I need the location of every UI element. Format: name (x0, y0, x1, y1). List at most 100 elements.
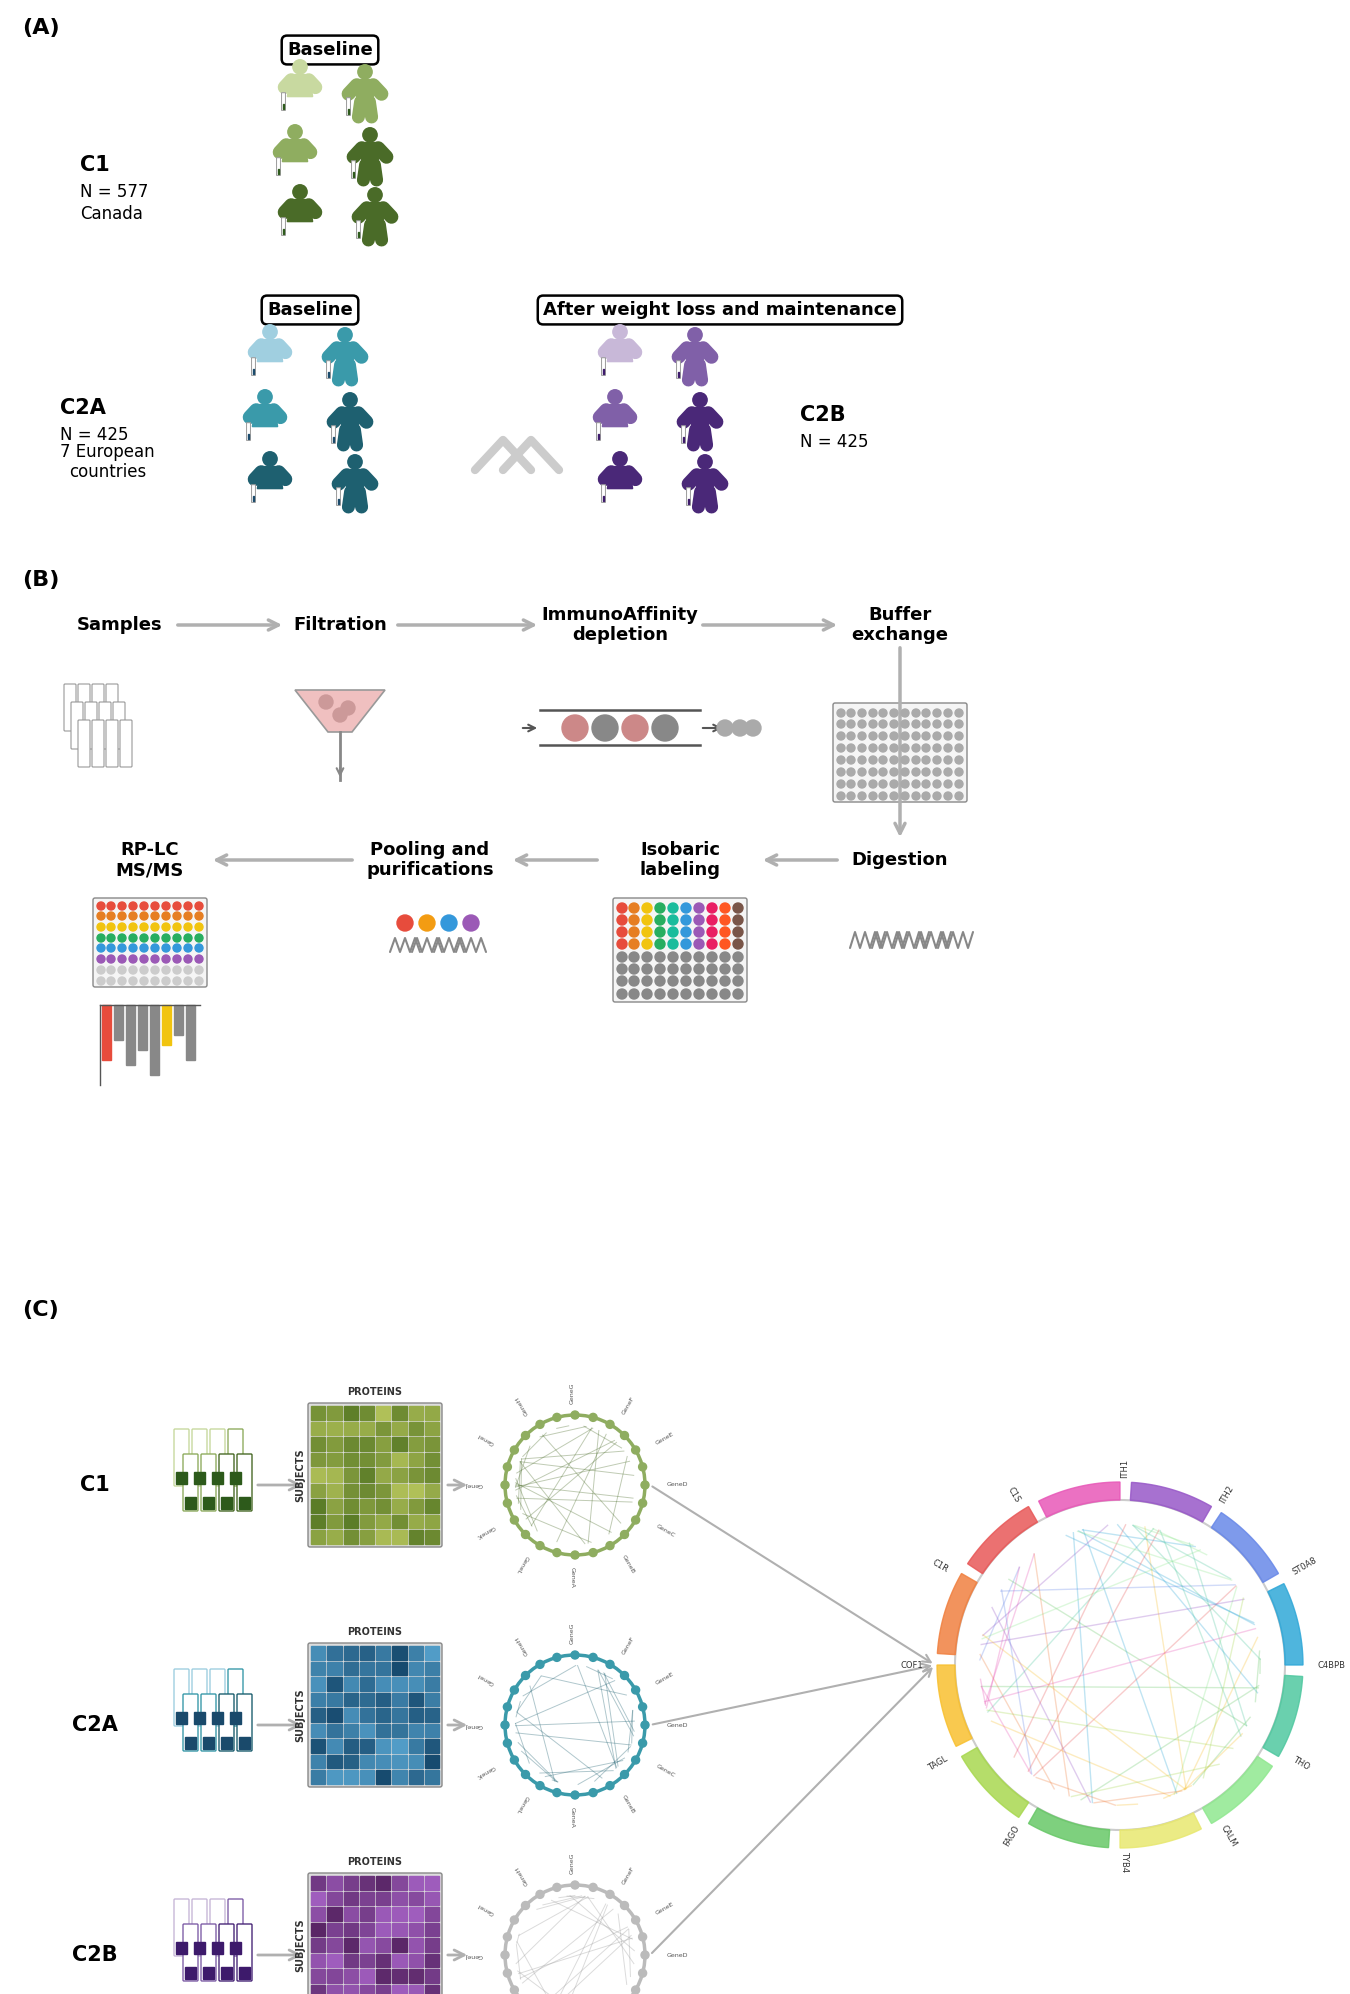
Circle shape (521, 1771, 529, 1779)
Circle shape (342, 702, 355, 716)
Circle shape (117, 911, 126, 919)
Bar (393, 1876, 406, 1890)
Bar (282, 104, 285, 110)
Bar (150, 1005, 159, 1075)
Bar (310, 1755, 325, 1769)
Bar (377, 1515, 390, 1529)
FancyBboxPatch shape (602, 485, 605, 502)
Circle shape (707, 989, 717, 999)
Circle shape (107, 923, 115, 931)
Bar (409, 1468, 423, 1482)
FancyBboxPatch shape (356, 80, 373, 102)
Circle shape (632, 1446, 640, 1454)
Text: GeneI: GeneI (477, 1902, 495, 1916)
Circle shape (846, 744, 855, 752)
Circle shape (922, 768, 930, 776)
Text: Canada: Canada (80, 205, 143, 223)
Circle shape (162, 943, 170, 951)
Text: GeneE: GeneE (655, 1902, 675, 1916)
Bar (409, 1531, 423, 1543)
Bar (239, 1497, 250, 1509)
Circle shape (655, 975, 666, 985)
Bar (185, 1737, 196, 1749)
Bar (359, 1484, 374, 1497)
Bar (327, 1709, 342, 1721)
Bar (343, 1693, 358, 1707)
Text: After weight loss and maintenance: After weight loss and maintenance (543, 301, 896, 319)
Bar (359, 1771, 374, 1785)
FancyBboxPatch shape (697, 469, 713, 493)
Circle shape (358, 64, 373, 80)
Text: GeneG: GeneG (570, 1623, 575, 1643)
Circle shape (504, 1703, 512, 1711)
FancyBboxPatch shape (308, 1404, 441, 1547)
FancyBboxPatch shape (356, 221, 360, 239)
Bar (409, 1677, 423, 1691)
Text: Isobaric
labeling: Isobaric labeling (640, 841, 721, 879)
Bar (327, 1922, 342, 1936)
Text: C1S: C1S (1006, 1486, 1022, 1503)
Bar (425, 1422, 439, 1436)
Circle shape (463, 915, 479, 931)
Circle shape (571, 1651, 579, 1659)
Bar (310, 1739, 325, 1753)
Circle shape (837, 756, 845, 764)
FancyBboxPatch shape (351, 162, 355, 177)
Text: Baseline: Baseline (288, 42, 373, 60)
FancyBboxPatch shape (228, 1898, 243, 1956)
Bar (359, 1454, 374, 1466)
Circle shape (900, 792, 909, 800)
Bar (343, 1922, 358, 1936)
Bar (310, 1515, 325, 1529)
Circle shape (900, 744, 909, 752)
Circle shape (922, 756, 930, 764)
Polygon shape (288, 74, 313, 96)
Circle shape (632, 1916, 640, 1924)
Circle shape (589, 1884, 597, 1892)
Circle shape (521, 1531, 529, 1539)
Circle shape (130, 933, 136, 941)
Circle shape (693, 393, 707, 407)
Circle shape (944, 792, 952, 800)
Circle shape (922, 710, 930, 718)
Bar (359, 1693, 374, 1707)
Text: GeneF: GeneF (621, 1396, 636, 1416)
Circle shape (621, 1902, 629, 1910)
Circle shape (720, 963, 730, 973)
FancyBboxPatch shape (687, 343, 703, 365)
Polygon shape (961, 1747, 1029, 1817)
Bar (310, 1984, 325, 1994)
Circle shape (184, 911, 192, 919)
Polygon shape (288, 199, 313, 221)
Circle shape (694, 963, 703, 973)
Bar (393, 1677, 406, 1691)
Circle shape (869, 756, 878, 764)
FancyBboxPatch shape (211, 1669, 225, 1727)
Bar (359, 1984, 374, 1994)
Circle shape (707, 915, 717, 925)
Circle shape (694, 989, 703, 999)
Circle shape (879, 780, 887, 788)
Bar (338, 498, 339, 504)
Circle shape (707, 963, 717, 973)
Bar (212, 1472, 223, 1484)
Circle shape (621, 1771, 629, 1779)
Bar (359, 1906, 374, 1920)
Circle shape (680, 915, 691, 925)
Circle shape (629, 951, 639, 961)
Circle shape (890, 756, 898, 764)
Bar (393, 1499, 406, 1513)
Circle shape (97, 923, 105, 931)
Circle shape (913, 720, 919, 728)
Circle shape (288, 126, 302, 140)
Circle shape (900, 756, 909, 764)
Circle shape (606, 1890, 614, 1898)
Circle shape (617, 963, 626, 973)
Circle shape (505, 1416, 645, 1555)
Circle shape (173, 955, 181, 963)
FancyBboxPatch shape (238, 1924, 252, 1980)
Circle shape (632, 1986, 640, 1994)
Circle shape (913, 768, 919, 776)
FancyBboxPatch shape (308, 1643, 441, 1787)
Text: GeneA: GeneA (570, 1807, 575, 1827)
